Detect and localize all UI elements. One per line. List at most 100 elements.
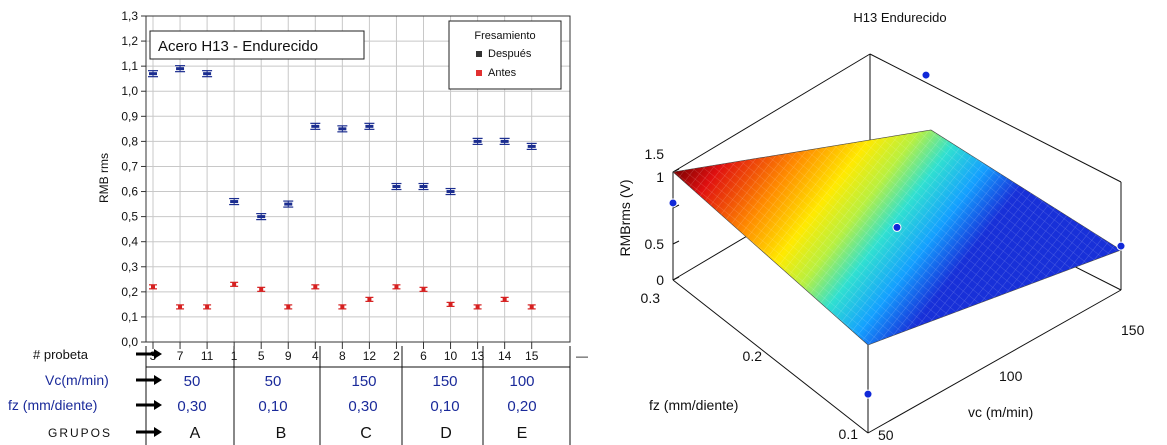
- probeta-label-trailing: —: [576, 349, 588, 363]
- data-point-antes: [419, 286, 428, 292]
- probeta-label: 14: [498, 349, 512, 363]
- z-axis-label: RMBrms (V): [617, 180, 633, 257]
- group-c-name: C: [360, 425, 372, 442]
- y-tick-label: 0,7: [121, 159, 138, 173]
- data-point-antes: [473, 304, 482, 310]
- group-a-fz: 0,30: [177, 398, 206, 415]
- data-point-despues: [526, 142, 537, 150]
- y-tick-label: 0,6: [121, 185, 138, 199]
- row-arrows: [136, 349, 162, 437]
- y-axis-label: fz (mm/diente): [649, 397, 738, 413]
- data-point-despues: [445, 187, 456, 196]
- data-point-despues: [391, 182, 402, 191]
- row-label-grupos: GRUPOS: [48, 426, 112, 440]
- data-point-despues: [256, 213, 267, 221]
- group-e-name: E: [517, 425, 528, 442]
- probeta-label: 9: [285, 349, 292, 363]
- left-legend: Fresamiento Después Antes: [448, 20, 562, 90]
- right-chart-title: H13 Endurecido: [853, 10, 946, 25]
- group-b-vc: 50: [265, 373, 282, 390]
- z-tick-1: 1: [656, 169, 664, 185]
- surface-data-point: [668, 198, 678, 208]
- legend-title: Fresamiento: [474, 30, 535, 42]
- group-a-vc: 50: [184, 373, 201, 390]
- left-points: [148, 65, 537, 310]
- data-point-antes: [446, 301, 455, 307]
- legend-marker-despues: [476, 51, 482, 57]
- surface-mesh: [673, 130, 1121, 345]
- data-point-despues: [472, 137, 483, 145]
- y-tick-0.3: 0.3: [641, 290, 661, 306]
- probeta-label: 7: [177, 349, 184, 363]
- probeta-label: 6: [420, 349, 427, 363]
- left-y-ticks: 0,0 0,1 0,2 0,3 0,4 0,5 0,6 0,7 0,8 0,9 1,0 1,1 1,2 1…: [121, 9, 146, 349]
- probeta-label: 5: [258, 349, 265, 363]
- data-point-despues: [499, 137, 510, 145]
- group-e-vc: 100: [509, 373, 534, 390]
- data-point-despues: [337, 125, 348, 133]
- y-tick-label: 0,2: [121, 285, 138, 299]
- left-title-box: [149, 30, 365, 60]
- y-tick-label: 1,2: [121, 34, 138, 48]
- x-axis-label: vc (m/min): [968, 404, 1033, 420]
- group-d-vc: 150: [432, 373, 457, 390]
- left-y-axis-label: RMB rms: [97, 153, 111, 203]
- surface-data-point: [921, 70, 931, 80]
- data-point-antes: [230, 281, 239, 287]
- probeta-label: 3: [150, 349, 157, 363]
- data-point-antes: [311, 284, 320, 290]
- probeta-label: 11: [201, 349, 214, 363]
- z-ticks: [672, 168, 680, 281]
- probeta-label: 1: [231, 349, 238, 363]
- data-point-despues: [310, 122, 321, 130]
- row-label-vc: Vc(m/min): [45, 372, 109, 388]
- data-point-despues: [175, 65, 186, 73]
- left-plot-frame: [145, 15, 571, 343]
- y-tick-label: 0,0: [121, 335, 138, 349]
- y-tick-label: 0,1: [121, 310, 138, 324]
- x-tick-100: 100: [999, 368, 1023, 384]
- z-tick-1.5: 1.5: [645, 146, 665, 162]
- probeta-label: 15: [525, 349, 539, 363]
- legend-label-despues: Después: [488, 48, 532, 60]
- group-c-vc: 150: [351, 373, 376, 390]
- data-point-antes: [176, 304, 185, 310]
- data-point-despues: [202, 70, 213, 78]
- group-d-name: D: [440, 425, 452, 442]
- data-point-antes: [284, 304, 293, 310]
- y-tick-0.2: 0.2: [743, 348, 763, 364]
- left-chart: 0,0 0,1 0,2 0,3 0,4 0,5 0,6 0,7 0,8 0,9 1,0 1,1 1,2 1…: [8, 9, 588, 445]
- box-front-edges: [672, 279, 1122, 434]
- surface-points: [668, 70, 1126, 399]
- data-point-antes: [203, 304, 212, 310]
- y-tick-label: 1,3: [121, 9, 138, 23]
- group-c-fz: 0,30: [348, 398, 377, 415]
- data-point-despues: [364, 122, 375, 130]
- probeta-label: 10: [444, 349, 458, 363]
- y-tick-label: 1,1: [121, 59, 138, 73]
- data-point-antes: [338, 304, 347, 310]
- data-point-antes: [500, 296, 509, 302]
- data-point-antes: [527, 304, 536, 310]
- z-tick-0.5: 0.5: [645, 236, 665, 252]
- surface-data-point: [863, 389, 873, 399]
- data-point-despues: [229, 197, 240, 206]
- data-point-antes: [149, 284, 157, 290]
- row-label-fz: fz (mm/diente): [8, 397, 97, 413]
- probeta-label: 13: [471, 349, 485, 363]
- y-tick-label: 1,0: [121, 84, 138, 98]
- surface-data-point: [1116, 241, 1126, 251]
- y-tick-label: 0,4: [121, 235, 138, 249]
- group-e-fz: 0,20: [507, 398, 536, 415]
- probeta-label: 4: [312, 349, 319, 363]
- y-tick-label: 0,9: [121, 109, 138, 123]
- group-d-fz: 0,10: [430, 398, 459, 415]
- table-columns: [152, 342, 571, 445]
- probeta-label: 8: [339, 349, 346, 363]
- legend-label-antes: Antes: [488, 67, 517, 79]
- right-chart: H13 Endurecido 0 0.: [617, 10, 1145, 443]
- data-point-despues: [148, 70, 158, 78]
- data-point-antes: [257, 286, 266, 292]
- left-bottom-table: 3 7 11 1 5 9 4 8 12 2 6 10 13 14 15— # probeta Vc(m/mi…: [8, 342, 588, 445]
